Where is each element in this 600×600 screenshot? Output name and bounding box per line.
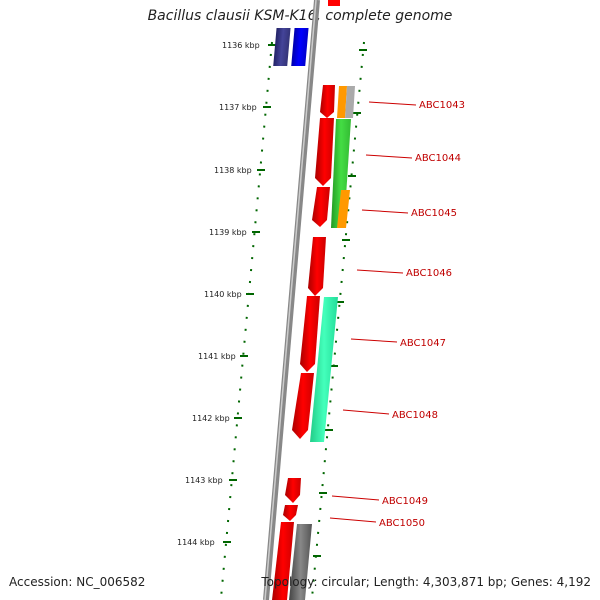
- genome-info-text: Topology: circular; Length: 4,303,871 bp…: [261, 575, 591, 589]
- ruler-label-1136: 1136 kbp: [222, 41, 260, 50]
- left-dotted-guide: [220, 41, 273, 599]
- ruler-label-1137: 1137 kbp: [219, 103, 257, 112]
- gene-arrow-abc1048[interactable]: [292, 373, 314, 439]
- gene-arrow-abc1043[interactable]: [320, 85, 335, 118]
- gene-label-abc1044[interactable]: ABC1044: [415, 153, 461, 164]
- feature-orange-mid[interactable]: [337, 190, 350, 228]
- gene-label-abc1047[interactable]: ABC1047: [400, 338, 446, 349]
- gene-arrow-abc1047[interactable]: [300, 296, 320, 372]
- ruler-label-1144: 1144 kbp: [177, 538, 215, 547]
- gene-top-red-fragment[interactable]: [328, 0, 340, 6]
- gene-arrow-abc1049[interactable]: [285, 478, 301, 503]
- gene-arrow-abc1044[interactable]: [315, 118, 334, 186]
- ruler-label-1142: 1142 kbp: [192, 414, 230, 423]
- feature-orange-top[interactable]: [337, 86, 347, 118]
- gene-label-abc1046[interactable]: ABC1046: [406, 268, 452, 279]
- feature-grey-bottom[interactable]: [289, 524, 312, 600]
- genome-backbone: [263, 0, 320, 600]
- reverse-gene-blue[interactable]: [291, 28, 309, 66]
- ruler-label-1139: 1139 kbp: [209, 228, 247, 237]
- feature-grey-top[interactable]: [345, 86, 355, 118]
- feature-green-long[interactable]: [331, 119, 351, 228]
- ruler-ticks: [223, 44, 367, 557]
- ruler-label-1140: 1140 kbp: [204, 290, 242, 299]
- gene-arrow-lower-red[interactable]: [272, 522, 294, 600]
- map-title: Bacillus clausii KSM-K16, complete genom…: [147, 8, 453, 24]
- ruler-label-1143: 1143 kbp: [185, 476, 223, 485]
- gene-arrow-abc1050[interactable]: [283, 505, 298, 521]
- gene-arrow-abc1046[interactable]: [308, 237, 326, 296]
- ruler-label-1141: 1141 kbp: [198, 352, 236, 361]
- genome-backbone-highlight: [264, 0, 317, 600]
- feature-teal-long[interactable]: [310, 297, 338, 442]
- gene-label-abc1049[interactable]: ABC1049: [382, 496, 428, 507]
- gene-label-abc1050[interactable]: ABC1050: [379, 518, 425, 529]
- ruler-label-1138: 1138 kbp: [214, 166, 252, 175]
- gene-label-abc1048[interactable]: ABC1048: [392, 410, 438, 421]
- gene-arrow-abc1045[interactable]: [312, 187, 330, 227]
- accession-text: Accession: NC_006582: [9, 575, 146, 589]
- gene-label-abc1043[interactable]: ABC1043: [419, 100, 465, 111]
- gene-label-abc1045[interactable]: ABC1045: [411, 208, 457, 219]
- reverse-gene-purple[interactable]: [273, 28, 291, 66]
- label-leader-lines: [329, 101, 417, 523]
